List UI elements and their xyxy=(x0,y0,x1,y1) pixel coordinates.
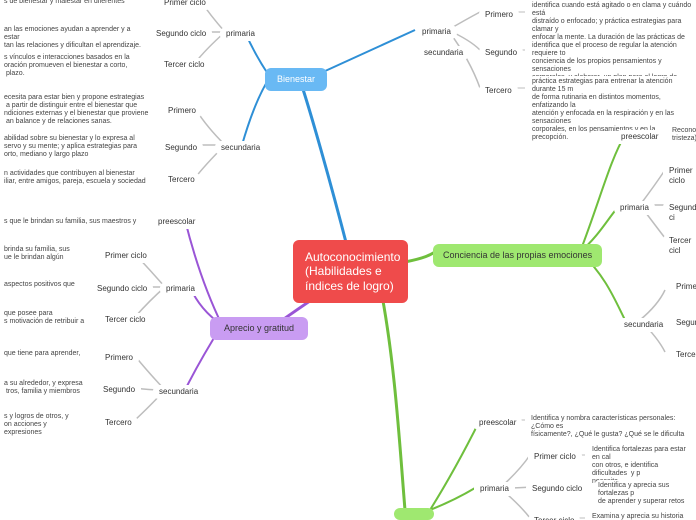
a-txt-pre: s que le brindan su familia, sus maestro… xyxy=(0,216,145,228)
ae-pc3[interactable]: Tercer ciclo xyxy=(528,514,580,520)
ae-pc1[interactable]: Primer ciclo xyxy=(528,450,582,464)
b-sec-3[interactable]: Tercero xyxy=(162,173,201,187)
root-node[interactable]: Autoconocimiento (Habilidades e índices … xyxy=(293,240,408,303)
b-txt-c3: s vínculos e interacciones basados en la… xyxy=(0,52,145,80)
c-pc1[interactable]: Primer ciclo xyxy=(663,164,696,187)
r-segundo[interactable]: Segundo xyxy=(479,46,523,60)
ae-txt-pre: Identifica y nombra características pers… xyxy=(527,413,696,441)
node-conciencia[interactable]: Conciencia de las propias emociones xyxy=(433,244,602,267)
b-prim-c1[interactable]: Primer ciclo xyxy=(158,0,212,10)
b-sec-1[interactable]: Primero xyxy=(162,104,202,118)
a-pc2[interactable]: Segundo ciclo xyxy=(91,282,153,296)
node-bienestar[interactable]: Bienestar xyxy=(265,68,327,91)
a-txt-c1: brinda su familia, sus ue le brindan alg… xyxy=(0,244,90,264)
a-s2[interactable]: Segundo xyxy=(97,383,141,397)
b-prim-c2[interactable]: Segundo ciclo xyxy=(150,27,212,41)
a-txt-s1: que tiene para aprender, xyxy=(0,348,90,360)
c-s2[interactable]: Segund xyxy=(670,316,696,330)
r-secundaria[interactable]: secundaria xyxy=(418,46,469,60)
a-txt-s3: s y logros de otros, y on acciones y exp… xyxy=(0,411,90,439)
a-s3[interactable]: Tercero xyxy=(99,416,138,430)
ae-txt-c3: Examina y aprecia su historia personal r… xyxy=(588,511,696,520)
a-preescolar[interactable]: preescolar xyxy=(152,215,201,229)
r-primero[interactable]: Primero xyxy=(479,8,519,22)
ae-primaria[interactable]: primaria xyxy=(474,482,515,496)
c-preescolar[interactable]: preescolar xyxy=(615,130,664,144)
node-aprecio[interactable]: Aprecio y gratitud xyxy=(210,317,308,340)
ae-txt-c2: Identifica y aprecia sus fortalezas p de… xyxy=(594,480,696,508)
a-s1[interactable]: Primero xyxy=(99,351,139,365)
b-txt-s2: abilidad sobre su bienestar y lo expresa… xyxy=(0,133,150,161)
a-pc1[interactable]: Primer ciclo xyxy=(99,249,153,263)
a-txt-c2: aspectos positivos que xyxy=(0,279,85,291)
r-primaria[interactable]: primaria xyxy=(416,25,457,39)
a-txt-s2: a su alrededor, y expresa tros, familia … xyxy=(0,378,90,398)
b-txt-s3: n actividades que contribuyen al bienest… xyxy=(0,168,150,188)
c-primaria[interactable]: primaria xyxy=(614,201,655,215)
a-pc3[interactable]: Tercer ciclo xyxy=(99,313,151,327)
b-sec-2[interactable]: Segundo xyxy=(159,141,203,155)
b-secundaria[interactable]: secundaria xyxy=(215,141,266,155)
a-txt-c3: que posee para s motivación de retribuir… xyxy=(0,308,90,328)
b-txt-c1: s de bienestar y malestar en diferentes xyxy=(0,0,140,8)
a-primaria[interactable]: primaria xyxy=(160,282,201,296)
node-autoestima[interactable] xyxy=(394,508,434,520)
c-s3[interactable]: Tercero xyxy=(670,348,696,362)
b-primaria[interactable]: primaria xyxy=(220,27,261,41)
b-prim-c3[interactable]: Tercer ciclo xyxy=(158,58,210,72)
b-txt-c2: an las emociones ayudan a aprender y a e… xyxy=(0,24,145,52)
c-pc2[interactable]: Segundo ci xyxy=(663,201,696,224)
mindmap-canvas: Autoconocimiento (Habilidades e índices … xyxy=(0,0,696,520)
c-pc3[interactable]: Tercer cicl xyxy=(663,234,696,257)
c-secundaria[interactable]: secundaria xyxy=(618,318,669,332)
c-txt-pre: Recono tristeza) xyxy=(668,125,696,145)
a-secundaria[interactable]: secundaria xyxy=(153,385,204,399)
b-txt-s1: ecesita para estar bien y propone estrat… xyxy=(0,92,155,128)
ae-preescolar[interactable]: preescolar xyxy=(473,416,522,430)
r-tercero[interactable]: Tercero xyxy=(479,84,518,98)
c-s1[interactable]: Primero xyxy=(670,280,696,294)
ae-pc2[interactable]: Segundo ciclo xyxy=(526,482,588,496)
